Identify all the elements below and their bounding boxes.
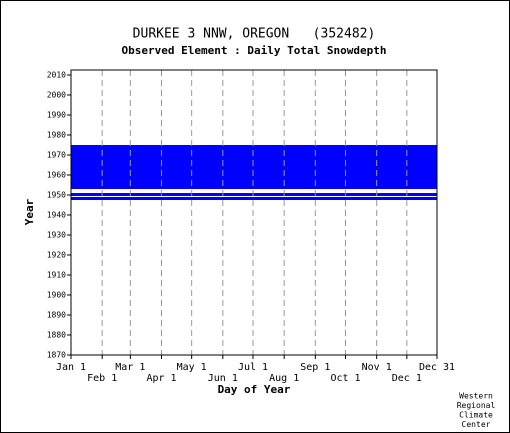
data-block: [71, 145, 437, 189]
x-tick-label: Jul 1: [238, 362, 268, 373]
y-tick-label: 1880: [47, 331, 66, 340]
y-tick-label: 1890: [47, 311, 66, 320]
x-tick-label: Oct 1: [330, 373, 360, 384]
x-tick-label: Apr 1: [146, 373, 176, 384]
chart-title: DURKEE 3 NNW, OREGON (352482): [133, 27, 376, 42]
y-tick-label: 1920: [47, 251, 66, 260]
y-tick-label: 1910: [47, 271, 66, 280]
chart-subtitle: Observed Element : Daily Total Snowdepth: [122, 44, 387, 57]
x-tick-label: Feb 1: [87, 373, 117, 384]
x-tick-label: Jun 1: [208, 373, 238, 384]
x-tick-label: Nov 1: [362, 362, 392, 373]
data-block: [71, 193, 437, 196]
credit-line: Western: [459, 392, 493, 401]
x-axis-label: Day of Year: [218, 383, 291, 396]
x-tick-label: Aug 1: [269, 373, 299, 384]
credit-line: Climate: [459, 411, 493, 420]
x-tick-label: Mar 1: [115, 362, 145, 373]
x-tick-label: Dec 1: [392, 373, 422, 384]
y-axis-label: Year: [23, 198, 36, 225]
y-tick-label: 1930: [47, 231, 66, 240]
y-tick-label: 2010: [47, 71, 66, 80]
y-tick-label: 1970: [47, 151, 66, 160]
plot-frame: [70, 69, 438, 356]
y-tick-label: 2000: [47, 91, 66, 100]
y-tick-label: 1900: [47, 291, 66, 300]
y-tick-label: 1980: [47, 131, 66, 140]
x-tick-label: Sep 1: [300, 362, 330, 373]
credit-line: Regional: [457, 401, 496, 410]
data-block: [71, 197, 437, 200]
x-tick-label: Dec 31: [419, 362, 455, 373]
x-tick-label: Jan 1: [56, 362, 86, 373]
x-tick-label: May 1: [177, 362, 207, 373]
y-tick-label: 1950: [47, 191, 66, 200]
credit-line: Center: [462, 420, 491, 429]
y-tick-label: 1990: [47, 111, 66, 120]
y-tick-label: 1960: [47, 171, 66, 180]
y-tick-label: 1940: [47, 211, 66, 220]
y-tick-label: 1870: [47, 351, 66, 360]
